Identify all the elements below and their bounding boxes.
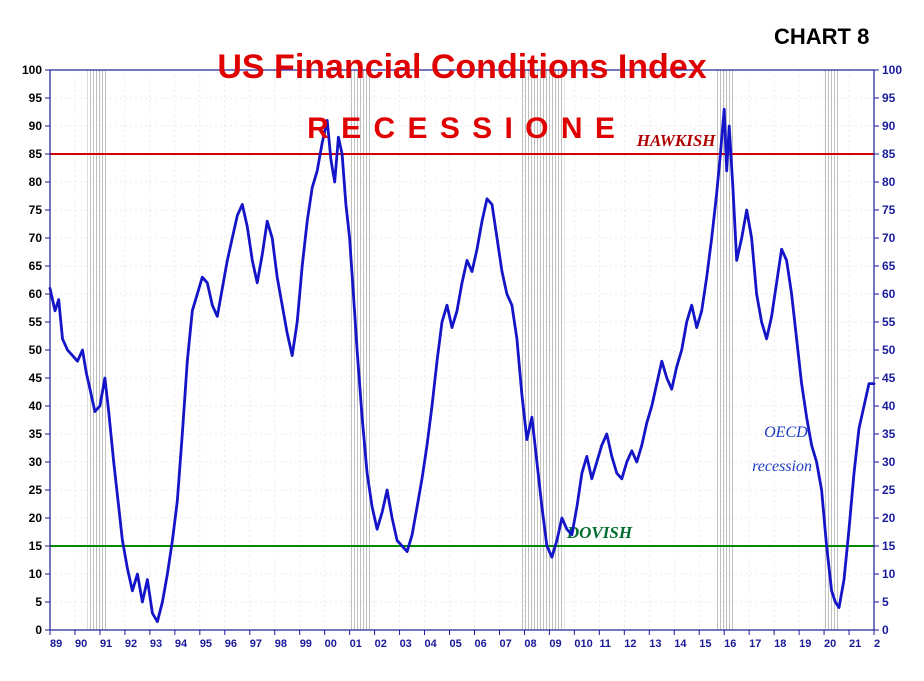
svg-text:85: 85 [29, 147, 43, 161]
svg-text:94: 94 [175, 638, 188, 650]
svg-text:30: 30 [882, 455, 896, 469]
svg-text:60: 60 [29, 287, 43, 301]
svg-text:5: 5 [35, 595, 42, 609]
svg-text:30: 30 [29, 455, 43, 469]
svg-text:70: 70 [882, 231, 896, 245]
svg-text:70: 70 [29, 231, 43, 245]
svg-text:16: 16 [724, 638, 736, 650]
svg-text:14: 14 [674, 638, 687, 650]
svg-text:010: 010 [574, 638, 592, 650]
svg-text:DOVISH: DOVISH [566, 523, 633, 542]
svg-text:11: 11 [599, 638, 611, 650]
chart-container: HAWKISHDOVISH005510101515202025253030353… [0, 0, 924, 681]
svg-text:05: 05 [450, 638, 462, 650]
svg-text:96: 96 [225, 638, 237, 650]
svg-text:35: 35 [882, 427, 896, 441]
svg-text:19: 19 [799, 638, 811, 650]
svg-text:93: 93 [150, 638, 162, 650]
svg-text:65: 65 [29, 259, 43, 273]
svg-text:01: 01 [350, 638, 362, 650]
svg-text:25: 25 [29, 483, 43, 497]
svg-text:89: 89 [50, 638, 62, 650]
svg-text:90: 90 [75, 638, 87, 650]
svg-text:95: 95 [29, 91, 43, 105]
svg-text:91: 91 [100, 638, 112, 650]
svg-text:98: 98 [275, 638, 287, 650]
svg-text:04: 04 [425, 638, 438, 650]
svg-text:HAWKISH: HAWKISH [636, 131, 717, 150]
svg-text:5: 5 [882, 595, 889, 609]
chart-svg: HAWKISHDOVISH005510101515202025253030353… [0, 0, 924, 681]
svg-text:0: 0 [882, 623, 889, 637]
svg-text:13: 13 [649, 638, 661, 650]
svg-text:2: 2 [874, 638, 880, 650]
svg-text:35: 35 [29, 427, 43, 441]
oecd-note-2: recession [752, 458, 812, 476]
svg-text:10: 10 [882, 567, 896, 581]
svg-text:0: 0 [35, 623, 42, 637]
svg-text:45: 45 [29, 371, 43, 385]
svg-text:20: 20 [29, 511, 43, 525]
svg-text:25: 25 [882, 483, 896, 497]
svg-text:99: 99 [300, 638, 312, 650]
svg-text:50: 50 [29, 343, 43, 357]
svg-text:20: 20 [882, 511, 896, 525]
svg-text:100: 100 [882, 63, 902, 77]
svg-text:06: 06 [474, 638, 486, 650]
svg-text:18: 18 [774, 638, 786, 650]
svg-text:75: 75 [29, 203, 43, 217]
svg-text:97: 97 [250, 638, 262, 650]
svg-text:45: 45 [882, 371, 896, 385]
svg-text:92: 92 [125, 638, 137, 650]
chart-title-1: US Financial Conditions Index [217, 48, 706, 87]
svg-text:40: 40 [882, 399, 896, 413]
svg-text:15: 15 [699, 638, 711, 650]
svg-text:80: 80 [882, 175, 896, 189]
svg-text:75: 75 [882, 203, 896, 217]
svg-text:07: 07 [499, 638, 511, 650]
svg-text:10: 10 [29, 567, 43, 581]
svg-text:55: 55 [29, 315, 43, 329]
svg-text:85: 85 [882, 147, 896, 161]
svg-text:60: 60 [882, 287, 896, 301]
svg-text:12: 12 [624, 638, 636, 650]
svg-text:00: 00 [325, 638, 337, 650]
svg-text:15: 15 [29, 539, 43, 553]
svg-text:95: 95 [882, 91, 896, 105]
chart-title-2: R E C E S S I O N E [307, 112, 617, 146]
svg-text:02: 02 [375, 638, 387, 650]
svg-text:20: 20 [824, 638, 836, 650]
corner-label: CHART 8 [774, 24, 869, 50]
svg-text:95: 95 [200, 638, 212, 650]
svg-text:100: 100 [22, 63, 42, 77]
svg-text:21: 21 [849, 638, 861, 650]
svg-text:50: 50 [882, 343, 896, 357]
oecd-note-1: OECD [764, 424, 808, 442]
svg-text:90: 90 [29, 119, 43, 133]
svg-text:08: 08 [524, 638, 536, 650]
svg-text:09: 09 [549, 638, 561, 650]
svg-text:17: 17 [749, 638, 761, 650]
svg-text:90: 90 [882, 119, 896, 133]
svg-text:15: 15 [882, 539, 896, 553]
svg-text:03: 03 [400, 638, 412, 650]
svg-text:40: 40 [29, 399, 43, 413]
svg-text:55: 55 [882, 315, 896, 329]
svg-text:80: 80 [29, 175, 43, 189]
svg-text:65: 65 [882, 259, 896, 273]
